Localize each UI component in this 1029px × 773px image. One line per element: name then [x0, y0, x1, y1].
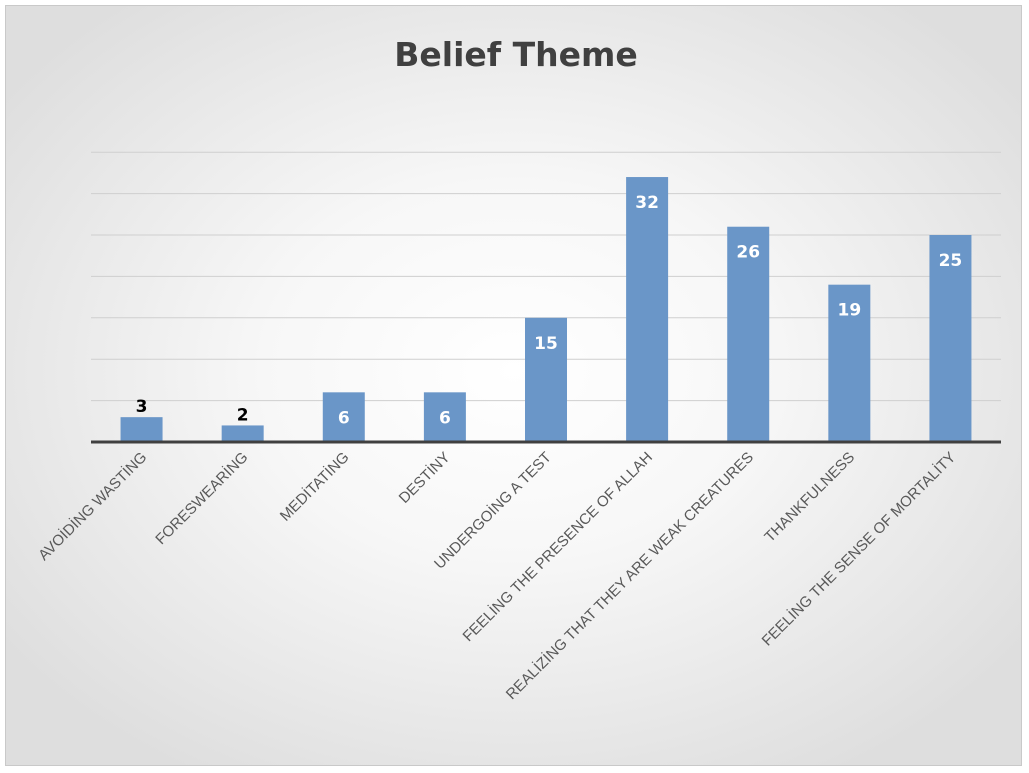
bar	[727, 226, 770, 442]
category-label: FEELİNG THE SENSE OF MORTALİTY	[758, 448, 959, 649]
data-label: 32	[635, 193, 659, 213]
category-label: MEDİTATİNG	[276, 448, 353, 525]
data-label: 3	[136, 397, 148, 417]
bar	[322, 392, 365, 442]
category-label: AVOİDİNG WASTİNG	[35, 448, 151, 564]
data-label: 19	[837, 301, 861, 321]
bar	[221, 425, 264, 442]
category-label: FEELİNG THE PRESENCE OF ALLAH	[459, 448, 656, 645]
bar	[828, 284, 871, 442]
bar	[423, 392, 466, 442]
category-label: THANKFULNESS	[761, 449, 858, 546]
category-label: UNDERGOİNG A TEST	[430, 448, 555, 573]
data-label: 6	[439, 408, 451, 428]
data-label: 6	[338, 408, 350, 428]
bar	[120, 417, 163, 442]
data-label: 25	[939, 251, 963, 271]
category-labels: AVOİDİNG WASTİNG FORESWEARİNG MEDİTATİNG DE…	[35, 448, 960, 703]
data-label: 2	[237, 405, 249, 425]
bar	[626, 177, 669, 443]
bar	[525, 317, 567, 442]
category-label: DESTİNY	[395, 448, 454, 507]
category-label: FORESWEARİNG	[152, 448, 252, 548]
bars	[120, 177, 972, 443]
bar	[929, 235, 972, 442]
data-label: 26	[736, 243, 760, 263]
chart-title: Belief Theme	[394, 35, 638, 74]
data-label: 15	[534, 334, 558, 354]
